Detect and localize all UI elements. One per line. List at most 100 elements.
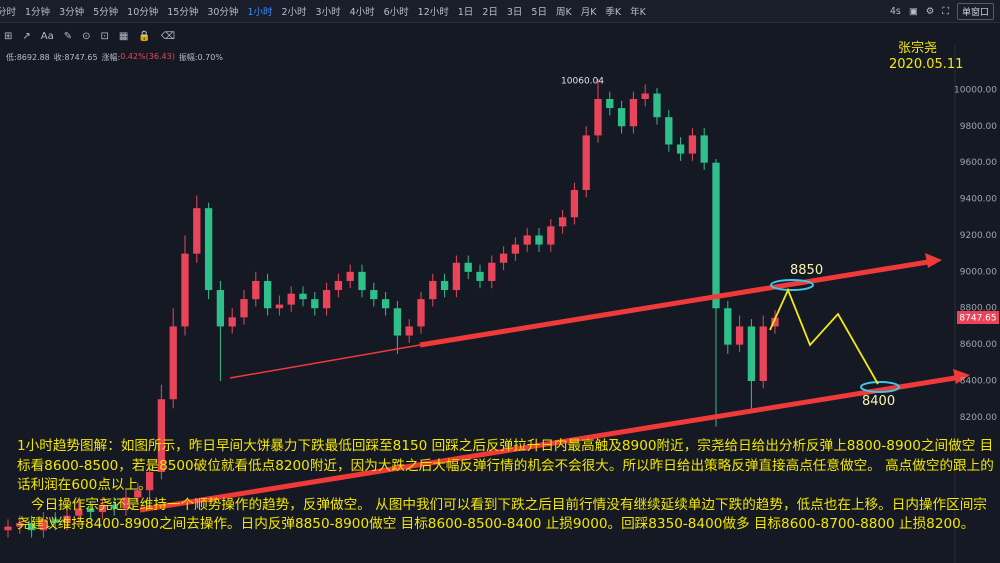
icon[interactable]: ⊞ [4, 30, 13, 42]
candle-body [193, 208, 201, 254]
window-mode[interactable]: 单窗口 [956, 3, 994, 20]
interval[interactable]: 4小时 [349, 7, 375, 18]
interval[interactable]: 1日 [457, 7, 474, 18]
candle-body [51, 519, 59, 523]
interval[interactable]: 1分钟 [25, 7, 51, 18]
candle-body [523, 235, 531, 245]
candles [4, 78, 779, 538]
refresh[interactable]: 4s [889, 6, 901, 17]
icon[interactable]: ✎ [63, 30, 73, 42]
y-tick-label: 9800.00 [960, 122, 997, 132]
date: 2020.05.11 [889, 57, 964, 72]
candle-body [558, 217, 567, 227]
candle-body [582, 135, 590, 190]
interval[interactable]: 季K [605, 7, 622, 18]
interval[interactable]: 2小时 [281, 7, 307, 18]
candle-body [476, 271, 484, 281]
candle-body [134, 490, 142, 498]
level-ellipse [770, 279, 814, 291]
paragraph: 今日操作宗尧还是维持一个顺势操作的趋势，反弹做空。 从图中我们可以看到下跌之后目… [17, 496, 987, 533]
price-tag [957, 311, 999, 324]
candle-body [653, 93, 661, 118]
stat: 低:8692.88 [6, 53, 50, 62]
paragraph: 1小时趋势图解：如图所示，昨日早间大饼暴力下跌最低回踩至8150 回踩之后反弹拉… [17, 438, 994, 493]
icon[interactable]: ⚙ [925, 6, 935, 17]
candle-body [440, 280, 449, 291]
candle-body [724, 308, 732, 345]
candle-body [322, 290, 331, 309]
y-tick-label: 9400.00 [960, 195, 997, 205]
interval[interactable]: 2日 [482, 7, 498, 18]
drawing-tools: ⊞ ↗ Aa ✎ ⊙ ⊡ ▦ 🔒 ⌫ [0, 26, 175, 46]
interval[interactable]: 3日 [506, 7, 523, 18]
candle-body [39, 519, 48, 531]
y-axis: 8200.00 8400.00 8600.00 8800.00 9000.00 9200.… [954, 85, 997, 423]
interval[interactable]: 1小时 [247, 7, 273, 18]
candle-body [110, 504, 118, 509]
candle-body [98, 504, 107, 513]
level-ellipse [860, 381, 900, 393]
y-tick-label: 9200.00 [960, 231, 997, 241]
candle-body [334, 280, 343, 291]
stat: 0.42%(36.43) [120, 52, 175, 61]
interval[interactable]: 5日 [531, 7, 547, 18]
candle-body [4, 526, 12, 531]
icon[interactable]: ↗ [22, 30, 31, 42]
interval[interactable]: 10分钟 [127, 7, 159, 18]
candle-body [157, 399, 166, 473]
candle-body [63, 515, 71, 523]
interval[interactable]: 15分钟 [167, 7, 199, 18]
interval[interactable]: 周K [555, 7, 572, 18]
candle-body [27, 522, 36, 531]
icon[interactable]: 🔒 [138, 30, 151, 42]
interval[interactable]: 3分钟 [59, 7, 85, 18]
level-label: 8850 [790, 263, 824, 278]
icon[interactable]: ⊡ [100, 30, 109, 42]
candle-body [665, 117, 673, 145]
candle-body [452, 262, 461, 291]
interval[interactable]: 分时 [0, 7, 17, 18]
candle-body [759, 326, 767, 382]
candle-body [535, 235, 543, 245]
interval[interactable]: 6小时 [383, 7, 409, 18]
y-tick-label: 10000.00 [954, 85, 997, 95]
candle-body [240, 299, 248, 318]
price-tag-label: 8747.65 [959, 314, 996, 324]
candle-body [747, 326, 756, 382]
icon[interactable]: ▣ [908, 6, 918, 17]
candle-body [488, 262, 496, 281]
candle-body [287, 293, 295, 305]
candle-body [570, 189, 579, 218]
candle-body [169, 326, 177, 400]
commentary: 1小时趋势图解：如图所示，昨日早间大饼暴力下跌最低回踩至8150 回踩之后反弹拉… [17, 437, 995, 535]
interval[interactable]: 3小时 [315, 7, 341, 18]
icon[interactable]: ⊙ [82, 30, 91, 42]
interval[interactable]: 12小时 [417, 7, 449, 18]
candle-body [688, 135, 697, 154]
candle-body [145, 472, 154, 491]
author: 张宗尧 [898, 41, 938, 56]
candle-body [393, 308, 402, 336]
candle-body [311, 299, 319, 309]
candle-body [181, 253, 189, 327]
icon[interactable]: ⛶ [942, 6, 949, 17]
icon[interactable]: ▦ [118, 30, 129, 42]
interval[interactable]: 月K [580, 7, 597, 18]
icon[interactable]: ⌫ [160, 30, 175, 42]
interval[interactable]: 年K [630, 7, 646, 18]
candle-body [86, 508, 95, 513]
trend-line-thin [229, 344, 421, 379]
arrowhead [953, 369, 970, 384]
candle-body [417, 299, 425, 327]
interval-list: 分时 1分钟 3分钟 5分钟 10分钟 15分钟 30分钟 1小时 2小时 3小时 4小时 6小时 12… [0, 4, 646, 18]
candle-body [641, 93, 649, 99]
y-tick-label: 8600.00 [960, 340, 997, 350]
font-tool[interactable]: Aa [40, 30, 54, 42]
candle-body [617, 108, 626, 127]
candle-body [358, 271, 366, 291]
interval[interactable]: 5分钟 [93, 7, 119, 18]
trend-line-upper [419, 259, 929, 348]
interval[interactable]: 30分钟 [207, 7, 239, 18]
